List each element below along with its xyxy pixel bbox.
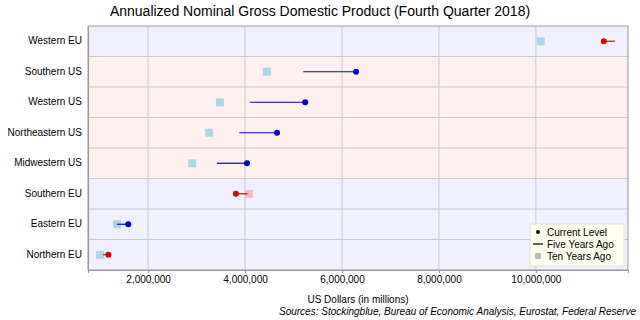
x-tick-mark bbox=[439, 270, 440, 273]
legend-label: Five Years Ago bbox=[547, 239, 614, 250]
row-separator bbox=[88, 56, 628, 57]
source: Sources: Stockingblue, Bureau of Economi… bbox=[279, 306, 636, 317]
y-tick-label: Southern US bbox=[25, 66, 83, 77]
y-tick: Western EU bbox=[28, 35, 88, 46]
grid bbox=[88, 26, 628, 270]
legend-symbol bbox=[536, 230, 540, 234]
ten-years-ago-marker bbox=[263, 68, 271, 76]
row-separator bbox=[88, 148, 628, 149]
legend: Current LevelFive Years AgoTen Years Ago bbox=[530, 224, 624, 266]
x-axis-title: US Dollars (in millions) bbox=[307, 294, 408, 305]
row-separator bbox=[88, 178, 628, 179]
row-background bbox=[88, 57, 628, 88]
plot-frame bbox=[88, 26, 628, 270]
current-level-marker bbox=[125, 221, 131, 227]
x-tick-label: 6,000,000 bbox=[320, 274, 365, 285]
x-axis-line bbox=[89, 271, 629, 274]
title: Annualized Nominal Gross Domestic Produc… bbox=[110, 3, 530, 19]
legend-symbol bbox=[535, 253, 541, 259]
y-tick-label: Northeastern US bbox=[8, 127, 83, 138]
x-tick: 8,000,000 bbox=[417, 270, 462, 285]
row-separator bbox=[88, 87, 628, 88]
y-axis-line bbox=[88, 27, 89, 271]
ten-years-ago-marker bbox=[205, 129, 213, 137]
y-axis: Western EU Southern US Western US Northeast… bbox=[8, 27, 89, 271]
x-tick-mark bbox=[245, 270, 246, 273]
y-tick-label: Western US bbox=[28, 96, 82, 107]
x-tick-label: 2,000,000 bbox=[126, 274, 171, 285]
x-axis: 2,000,000 4,000,000 6,000,000 8,000,000 10,0… bbox=[89, 270, 629, 285]
y-tick-label: Western EU bbox=[28, 35, 82, 46]
current-level-marker bbox=[274, 130, 280, 136]
legend-box bbox=[530, 224, 624, 266]
y-tick-label: Midwestern US bbox=[14, 157, 82, 168]
current-level-marker bbox=[233, 191, 239, 197]
x-tick-label: 10,000,000 bbox=[511, 274, 561, 285]
current-level-marker bbox=[105, 252, 111, 258]
x-tick-mark bbox=[342, 270, 343, 273]
y-tick-label: Eastern EU bbox=[31, 218, 82, 229]
ten-years-ago-marker bbox=[537, 37, 545, 45]
row-background bbox=[88, 148, 628, 179]
plot: 2,000,000 4,000,000 6,000,000 8,000,000 10,0… bbox=[8, 26, 629, 285]
row-backgrounds bbox=[88, 26, 628, 270]
current-level-marker bbox=[353, 69, 359, 75]
y-tick: Midwestern US bbox=[14, 157, 88, 168]
five-years-ago-line bbox=[217, 163, 247, 164]
row-background bbox=[88, 179, 628, 210]
ten-years-ago-marker bbox=[216, 98, 224, 106]
current-level-marker bbox=[302, 99, 308, 105]
chart: Annualized Nominal Gross Domestic Produc… bbox=[0, 0, 640, 320]
current-level-marker bbox=[244, 160, 250, 166]
y-tick: Northern EU bbox=[26, 249, 88, 260]
row-separator bbox=[88, 209, 628, 210]
legend-label: Ten Years Ago bbox=[547, 251, 611, 262]
row-background bbox=[88, 87, 628, 118]
five-years-ago-line bbox=[303, 71, 356, 72]
current-level-marker bbox=[601, 38, 607, 44]
x-tick: 4,000,000 bbox=[223, 270, 268, 285]
x-tick: 2,000,000 bbox=[126, 270, 171, 285]
x-tick-mark bbox=[536, 270, 537, 273]
y-tick: Northeastern US bbox=[8, 127, 88, 138]
ten-years-ago-marker bbox=[188, 159, 196, 167]
y-tick: Eastern EU bbox=[31, 218, 88, 229]
x-tick-label: 8,000,000 bbox=[417, 274, 462, 285]
five-years-ago-line bbox=[250, 102, 305, 103]
x-tick: 10,000,000 bbox=[511, 270, 561, 285]
x-tick: 6,000,000 bbox=[320, 270, 365, 285]
row-background bbox=[88, 118, 628, 149]
x-tick-label: 4,000,000 bbox=[223, 274, 268, 285]
legend-label: Current Level bbox=[547, 227, 607, 238]
row-background bbox=[88, 26, 628, 57]
x-tick-mark bbox=[148, 270, 149, 273]
five-years-ago-line bbox=[239, 132, 277, 133]
y-tick: Southern US bbox=[25, 66, 88, 77]
row-separator bbox=[88, 117, 628, 118]
ten-years-ago-marker bbox=[96, 251, 104, 259]
y-tick-label: Northern EU bbox=[26, 249, 82, 260]
legend-symbol bbox=[533, 243, 543, 244]
y-tick: Southern EU bbox=[25, 188, 88, 199]
y-tick: Western US bbox=[28, 96, 88, 107]
y-tick-label: Southern EU bbox=[25, 188, 82, 199]
